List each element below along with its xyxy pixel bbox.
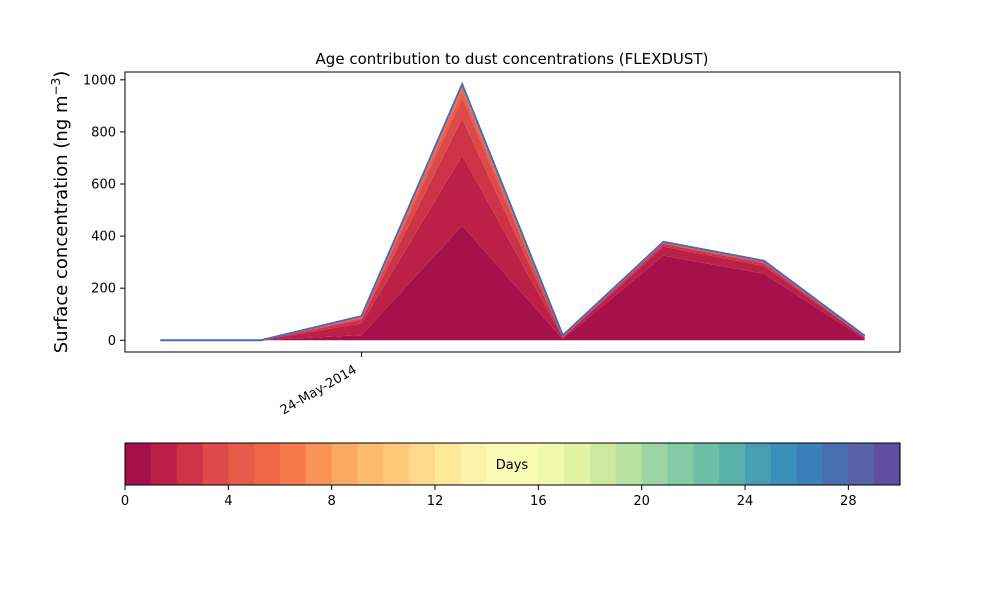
- colorbar-tick-label: 20: [633, 494, 650, 509]
- colorbar-cell: [822, 443, 849, 485]
- y-axis-label: Surface concentration (ng m−3): [49, 71, 72, 354]
- area-layer-3: [160, 98, 865, 341]
- y-tick-label: 1000: [83, 73, 116, 88]
- area-layer-4: [160, 91, 865, 341]
- colorbar-cell: [435, 443, 462, 485]
- colorbar-ticks: 0 4 8 12 16 20 24 28: [121, 485, 857, 509]
- colorbar-cell: [383, 443, 410, 485]
- area-layer-1: [160, 155, 865, 341]
- colorbar-cell: [848, 443, 875, 485]
- plot-frame: [124, 71, 901, 353]
- colorbar-cell: [331, 443, 359, 485]
- chart-title: Age contribution to dust concentrations …: [316, 50, 709, 68]
- colorbar-cell: [409, 443, 436, 485]
- y-tick-label: 0: [108, 334, 116, 349]
- total-line: [160, 81, 866, 342]
- colorbar-cell: [512, 443, 539, 485]
- y-tick-label: 200: [91, 282, 116, 297]
- y-tick-label: 800: [91, 125, 116, 140]
- colorbar-cell: [745, 443, 772, 485]
- plot-area: [124, 71, 901, 353]
- colorbar-cell: [305, 443, 333, 485]
- colorbar-cell: [796, 443, 824, 485]
- colorbar-tick-label: 16: [530, 494, 547, 509]
- colorbar-tick-label: 4: [224, 494, 232, 509]
- colorbar-frame: [124, 442, 901, 486]
- colorbar-cell: [486, 443, 514, 485]
- colorbar-cell: [280, 443, 307, 485]
- colorbar-cell: [538, 443, 565, 485]
- colorbar-cell: [357, 443, 384, 485]
- colorbar-cell: [460, 443, 488, 485]
- colorbar-tick-label: 0: [121, 494, 129, 509]
- colorbar-cell: [719, 443, 746, 485]
- colorbar-cell: [615, 443, 643, 485]
- colorbar-cell: [564, 443, 591, 485]
- area-layer-0: [160, 225, 865, 341]
- x-tick-label: 24-May-2014: [278, 362, 360, 418]
- colorbar-tick-label: 8: [328, 494, 336, 509]
- y-axis: 0 200 400 600 800 1000: [83, 73, 125, 349]
- colorbar-cell: [667, 443, 694, 485]
- area-layer-2: [160, 118, 865, 341]
- colorbar-cell: [202, 443, 229, 485]
- colorbar-cell: [125, 443, 152, 485]
- colorbar-cell: [693, 443, 720, 485]
- colorbar: Days 0 4 8 12 16 20 24 28: [121, 442, 901, 509]
- colorbar-cell: [150, 443, 178, 485]
- colorbar-cell: [874, 443, 901, 485]
- x-axis: 24-May-2014: [278, 352, 363, 418]
- colorbar-cells: [125, 443, 901, 485]
- colorbar-cell: [254, 443, 281, 485]
- y-tick-label: 400: [91, 230, 116, 245]
- colorbar-cell: [228, 443, 255, 485]
- y-tick-label: 600: [91, 178, 116, 193]
- colorbar-cell: [590, 443, 617, 485]
- colorbar-label: Days: [496, 458, 529, 473]
- colorbar-cell: [770, 443, 798, 485]
- area-layers: [160, 84, 865, 341]
- colorbar-cell: [641, 443, 669, 485]
- y-axis-label-exponent: −3: [49, 78, 63, 96]
- colorbar-tick-label: 24: [737, 494, 754, 509]
- colorbar-cell: [176, 443, 204, 485]
- colorbar-tick-label: 12: [427, 494, 444, 509]
- colorbar-tick-label: 28: [840, 494, 857, 509]
